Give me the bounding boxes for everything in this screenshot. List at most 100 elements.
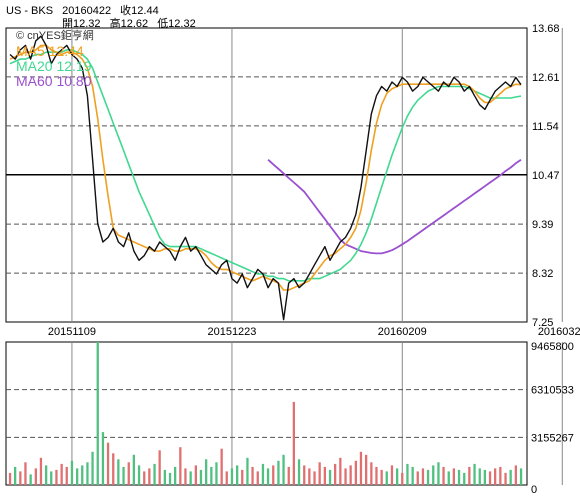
volume-bar [199, 469, 203, 485]
volume-bar [215, 462, 218, 485]
volume-bar [153, 463, 156, 485]
volume-bar [148, 468, 151, 485]
volume-bar [514, 465, 517, 485]
open-price: 開12.32 [62, 18, 101, 30]
volume-bar [91, 451, 94, 485]
volume-bar [19, 471, 22, 485]
date-tick-label: 20160209 [378, 326, 427, 338]
volume-bar [14, 466, 17, 485]
volume-bar [163, 469, 166, 485]
volume-bar [70, 460, 74, 485]
symbol-label: US - BKS [6, 5, 54, 17]
volume-bar [457, 469, 461, 485]
volume-plot [8, 342, 523, 485]
legend-ma5: MA5 12.44 [16, 43, 84, 59]
price-tick-label: 7.25 [532, 317, 553, 329]
volume-bar [478, 468, 481, 485]
volume-bar [375, 466, 378, 485]
volume-bar [416, 471, 419, 485]
volume-bar [411, 466, 414, 485]
volume-bar [452, 468, 455, 485]
volume-bar [385, 471, 388, 485]
volume-bar [76, 468, 79, 485]
volume-bar [241, 469, 244, 485]
ma5-line [9, 44, 522, 291]
date-tick-label: 20151109 [48, 326, 96, 338]
volume-bar [499, 466, 502, 485]
axis-labels: 13.68 12.61 11.54 10.47 9.39 8.32 7.25 20151109… [48, 23, 580, 496]
volume-bar [261, 463, 265, 485]
volume-bar [277, 460, 280, 485]
volume-bar [29, 474, 32, 485]
price-tick-label: 11.54 [532, 121, 559, 133]
volume-bar [168, 472, 172, 485]
volume-bar [488, 471, 492, 485]
volume-bar [303, 465, 306, 485]
volume-bar [266, 468, 270, 485]
volume-tick-label: 9465800 [531, 341, 574, 353]
volume-bar [220, 448, 223, 485]
volume-bar [55, 469, 58, 485]
volume-bar [210, 466, 213, 485]
volume-bar [50, 471, 53, 485]
ma60-line [267, 158, 522, 255]
price-plot [9, 35, 522, 321]
close-price-line [9, 35, 522, 321]
volume-bar [463, 472, 466, 485]
volume-bar [194, 465, 197, 485]
volume-panel-frame [5, 341, 528, 486]
volume-bar [396, 468, 399, 485]
close-price: 收12.44 [120, 5, 159, 17]
volume-bar [483, 469, 486, 485]
volume-bar [34, 468, 37, 485]
volume-bar [344, 468, 347, 485]
volume-bar [174, 466, 177, 485]
volume-bar [406, 463, 409, 485]
volume-bar [437, 462, 440, 485]
volume-bar [313, 471, 316, 485]
volume-bar [473, 463, 476, 485]
volume-bar [359, 451, 363, 485]
price-tick-label: 13.68 [532, 23, 560, 35]
volume-bar [236, 465, 239, 485]
volume-bar [65, 466, 68, 485]
volume-bar [504, 472, 507, 485]
high-price: 高12.62 [109, 18, 149, 30]
volume-bar [380, 469, 383, 485]
volume-bar [401, 472, 404, 485]
volume-bar [426, 469, 430, 485]
volume-bar [60, 463, 63, 485]
volume-bar [282, 454, 285, 485]
volume-bar [323, 466, 326, 485]
volume-tick-label: 6310533 [531, 385, 574, 397]
volume-bar [308, 468, 311, 485]
volume-bar [225, 471, 228, 485]
watermark-text: © cnYES鉅亨網 [16, 28, 94, 42]
low-price: 低12.32 [157, 18, 196, 30]
volume-bar [122, 466, 125, 485]
volume-bar [96, 342, 99, 485]
volume-bar [339, 457, 342, 485]
volume-bar [365, 454, 368, 485]
volume-bar [137, 465, 141, 485]
volume-bar [24, 462, 27, 485]
date-tick-label: 20151223 [207, 326, 256, 338]
volume-bar [127, 462, 130, 485]
volume-bar [421, 468, 425, 485]
volume-bar [143, 471, 146, 485]
volume-bar [256, 471, 259, 485]
volume-tick-label: 3155267 [531, 432, 574, 444]
volume-bar [251, 466, 254, 485]
price-grid [5, 27, 563, 486]
volume-bar [86, 462, 89, 485]
volume-bar [328, 469, 332, 485]
volume-bar [117, 459, 120, 485]
volume-bar [112, 453, 115, 485]
volume-bar [349, 465, 352, 485]
ma20-line [9, 49, 522, 282]
volume-bar [509, 469, 512, 485]
legend-ma20: MA20 12.19 [16, 58, 92, 74]
volume-bar [8, 472, 12, 485]
